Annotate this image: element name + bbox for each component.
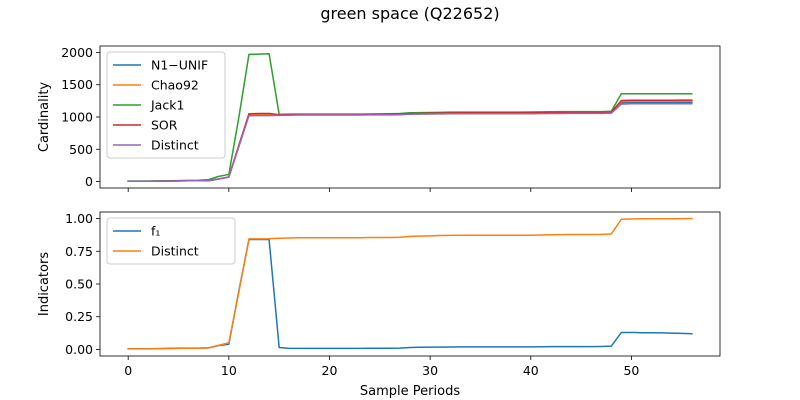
y-tick-label: 0.75 [65, 244, 93, 259]
legend-box [106, 51, 226, 159]
series-line-distinct [127, 103, 693, 182]
figure-title: green space (Q22652) [320, 4, 499, 23]
y-tick-label: 500 [69, 142, 93, 157]
y-tick-label: 1.00 [65, 211, 93, 226]
y-axis-label: Cardinality [37, 82, 52, 153]
y-tick-label: 1000 [61, 110, 93, 125]
legend-label-n1-unif: N1−UNIF [151, 58, 208, 73]
legend-label-f: f₁ [151, 224, 160, 239]
plot-frame [99, 45, 721, 189]
y-tick-label: 0.50 [65, 277, 93, 292]
y-tick-label: 0.25 [65, 309, 93, 324]
legend-label-sor: SOR [151, 118, 178, 133]
y-tick-label: 2000 [61, 45, 93, 60]
series-line-distinct [127, 217, 693, 350]
legend-label-chao92: Chao92 [151, 78, 199, 93]
cardinality-panel: 0 500 1000 1500 2000 Cardinality N1−UNIF Chao92… [37, 45, 721, 192]
legend: N1−UNIF Chao92 Jack1 SOR Distinct [106, 51, 226, 159]
y-axis-label: Indicators [37, 252, 52, 316]
x-tick-label: 10 [221, 363, 237, 378]
x-axis-label: Sample Periods [360, 384, 460, 399]
legend-box [106, 217, 236, 265]
legend-label-distinct: Distinct [151, 138, 199, 153]
legend-label-distinct: Distinct [151, 244, 199, 259]
y-tick-label: 0.00 [65, 342, 93, 357]
x-tick-label: 30 [422, 363, 438, 378]
plot-frame [99, 211, 721, 357]
indicators-panel: 0.00 0.25 0.50 0.75 1.00 0 10 20 30 40 50 Indicator… [37, 211, 721, 399]
x-tick-label: 20 [322, 363, 338, 378]
legend: f₁ Distinct [106, 217, 236, 265]
x-tick-label: 40 [523, 363, 539, 378]
series-line-jack1 [127, 53, 693, 182]
y-tick-label: 1500 [61, 77, 93, 92]
y-tick-label: 0 [85, 174, 93, 189]
x-tick-label: 50 [623, 363, 639, 378]
x-tick-label: 0 [124, 363, 132, 378]
legend-label-jack1: Jack1 [150, 98, 184, 113]
